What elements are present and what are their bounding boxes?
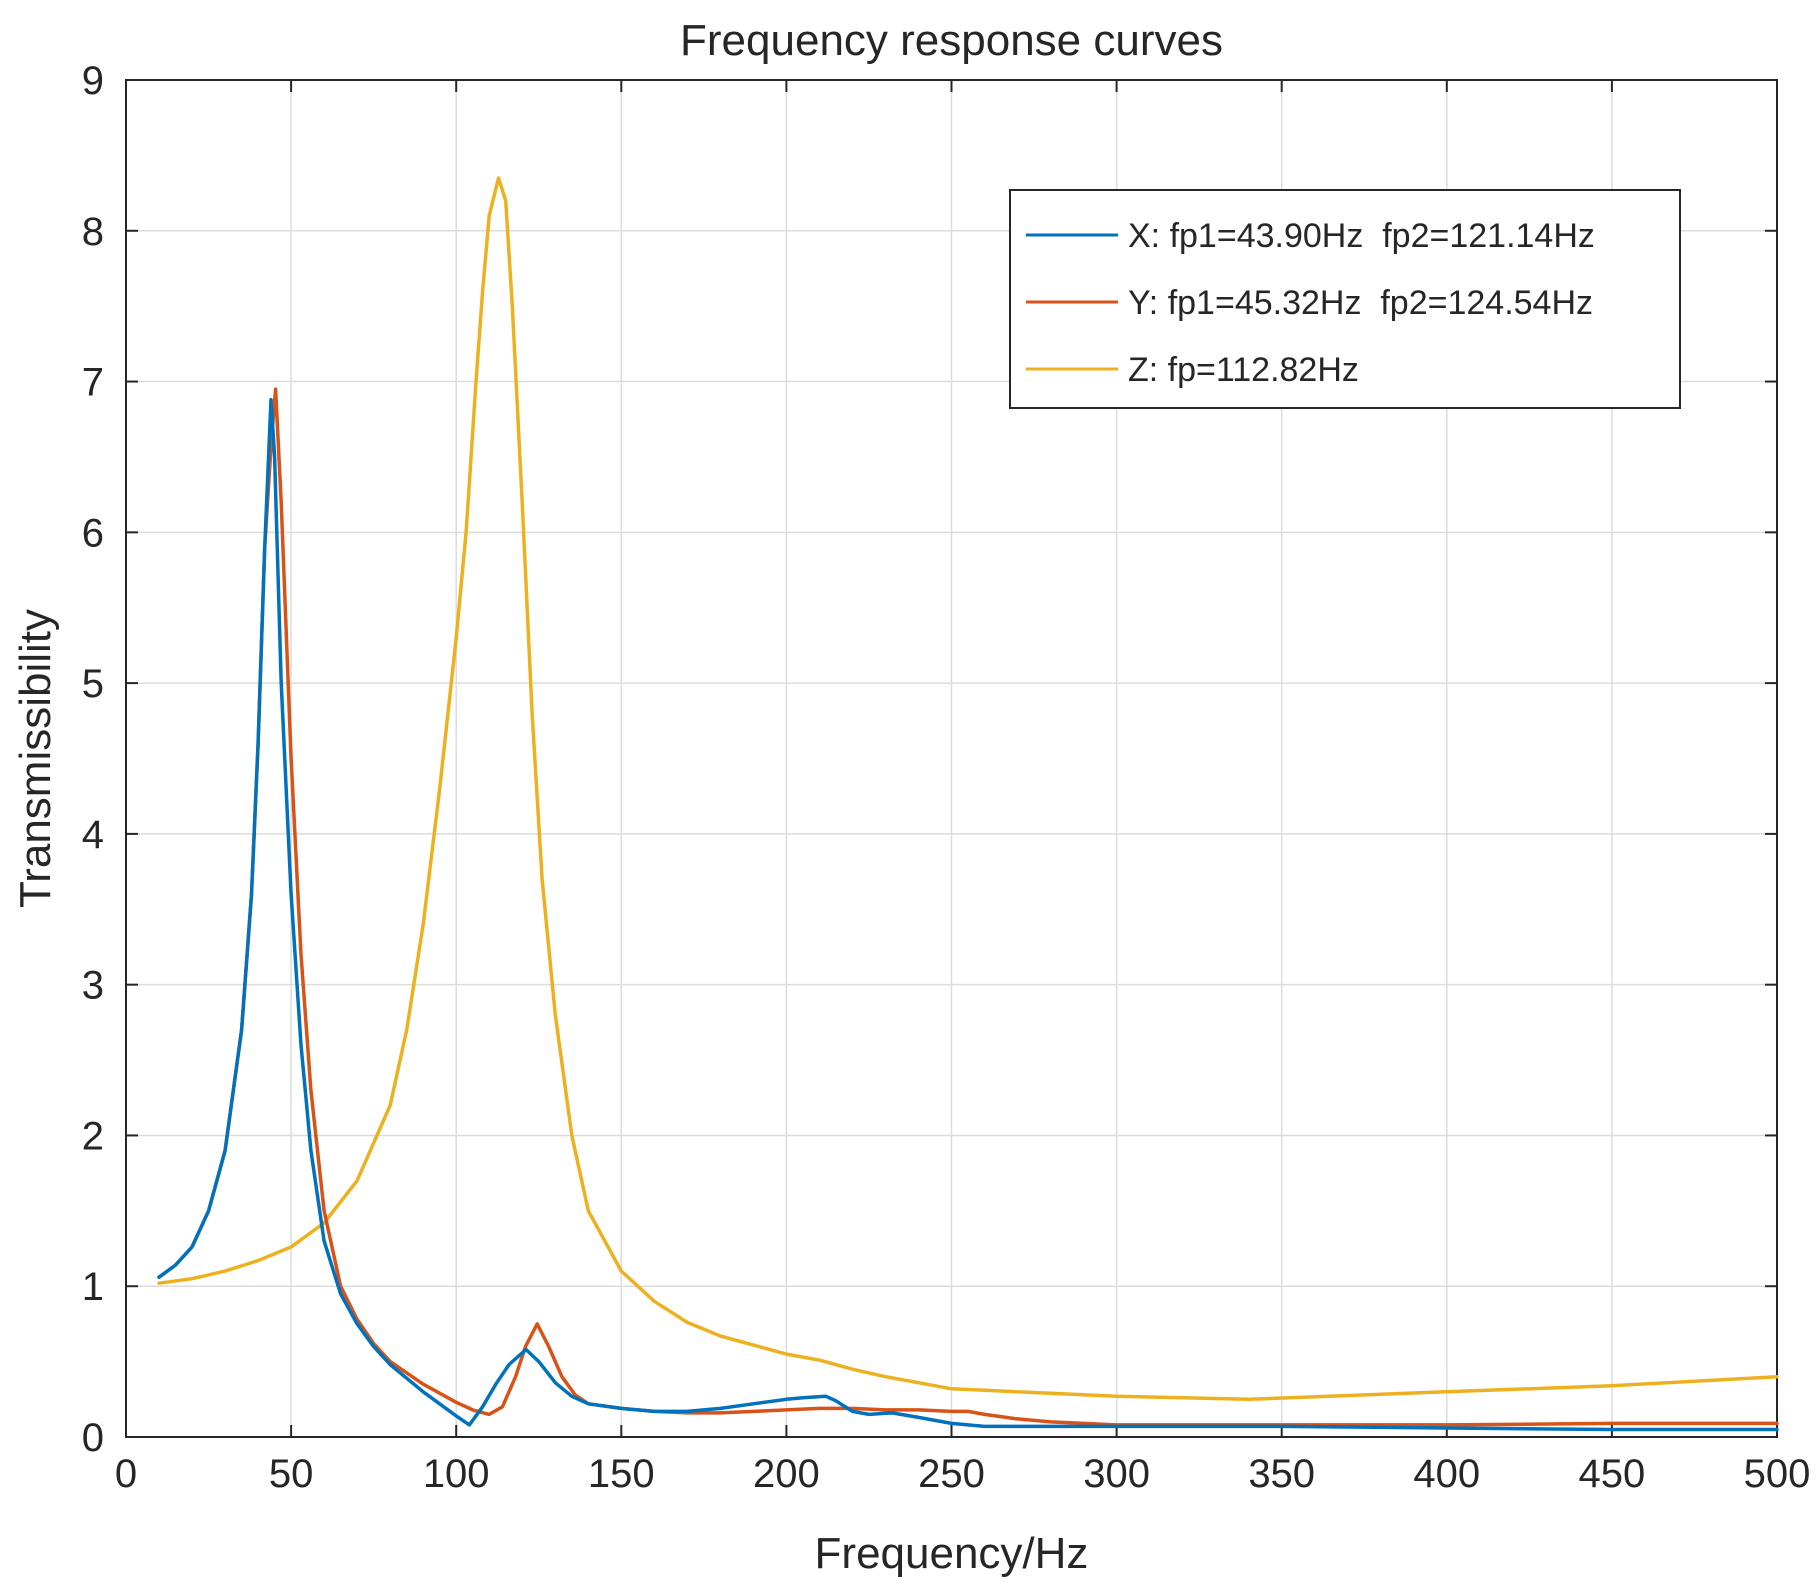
y-tick-label: 2 — [82, 1114, 104, 1158]
x-axis-title: Frequency/Hz — [815, 1529, 1089, 1578]
y-tick-label: 7 — [82, 361, 104, 405]
y-tick-label: 3 — [82, 964, 104, 1008]
x-tick-label: 0 — [115, 1452, 137, 1496]
series-line-z — [157, 176, 1779, 1402]
x-tick-label: 100 — [423, 1452, 490, 1496]
y-tick-label: 6 — [82, 511, 104, 555]
x-tick-label: 300 — [1083, 1452, 1150, 1496]
y-tick-label: 8 — [82, 210, 104, 254]
y-tick-label: 5 — [82, 662, 104, 706]
legend-label-z: Z: fp=112.82Hz — [1128, 351, 1359, 389]
y-tick-label: 9 — [82, 59, 104, 103]
legend-label-y: Y: fp1=45.32Hz fp2=124.54Hz — [1128, 284, 1593, 322]
x-tick-label: 250 — [918, 1452, 985, 1496]
x-tick-label: 500 — [1744, 1452, 1811, 1496]
series-line-x — [157, 397, 1779, 1432]
x-tick-label: 450 — [1579, 1452, 1646, 1496]
x-tick-label: 350 — [1248, 1452, 1315, 1496]
y-tick-label: 4 — [82, 813, 104, 857]
y-axis-title: Transmissibility — [11, 609, 60, 908]
series-lines — [157, 176, 1779, 1432]
legend-box — [1009, 189, 1681, 409]
x-tick-label: 150 — [588, 1452, 655, 1496]
x-tick-label: 200 — [753, 1452, 820, 1496]
x-tick-label: 50 — [269, 1452, 314, 1496]
y-tick-label: 1 — [82, 1265, 104, 1309]
chart-title: Frequency response curves — [680, 16, 1223, 65]
x-tick-label: 400 — [1413, 1452, 1480, 1496]
legend: X: fp1=43.90Hz fp2=121.14Hz Y: fp1=45.32… — [1009, 189, 1681, 409]
axis-ticks: 0 50 100 150 200 250 300 350 400 450 500 0 1 2 3 4 5 6 7 8 9 — [82, 59, 1811, 1496]
y-tick-label: 0 — [82, 1416, 104, 1460]
legend-label-x: X: fp1=43.90Hz fp2=121.14Hz — [1128, 217, 1595, 255]
